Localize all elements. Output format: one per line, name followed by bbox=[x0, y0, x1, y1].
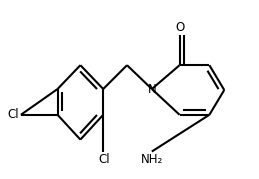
Text: Cl: Cl bbox=[98, 154, 110, 166]
Text: NH₂: NH₂ bbox=[141, 154, 163, 166]
Text: O: O bbox=[175, 21, 184, 34]
Text: Cl: Cl bbox=[7, 108, 19, 121]
Text: N: N bbox=[147, 83, 156, 96]
